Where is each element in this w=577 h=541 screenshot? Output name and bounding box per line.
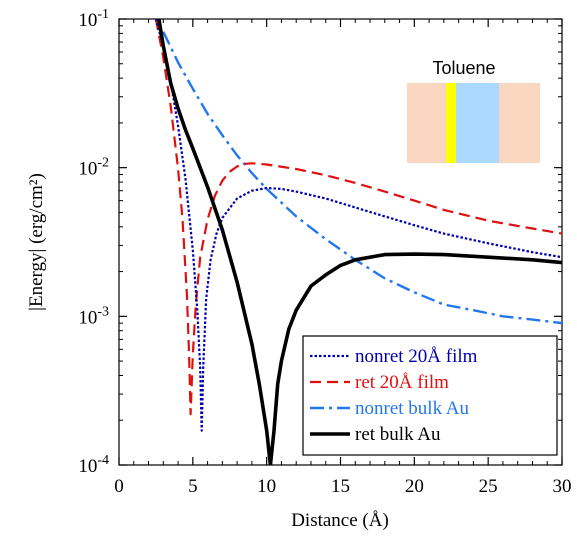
y-tick-exponent: -1 bbox=[97, 7, 109, 22]
y-tick-label: 10-4 bbox=[78, 453, 109, 477]
series-line-0 bbox=[154, 19, 562, 432]
y-tick-label: 10-3 bbox=[78, 304, 109, 328]
y-tick-base: 10 bbox=[78, 307, 97, 328]
series-line-1 bbox=[154, 19, 562, 416]
y-tick-base: 10 bbox=[78, 159, 97, 180]
x-tick-label: 25 bbox=[479, 476, 498, 497]
x-tick-label: 20 bbox=[405, 476, 424, 497]
legend-label: nonret bulk Au bbox=[355, 398, 469, 419]
legend-label: ret 20Å film bbox=[355, 372, 449, 393]
y-tick-label: 10-1 bbox=[78, 7, 109, 31]
y-tick-base: 10 bbox=[78, 456, 97, 477]
x-tick-label: 15 bbox=[331, 476, 350, 497]
y-axis-title: |Energy| (erg/cm²) bbox=[26, 173, 47, 311]
x-axis: 0 5 10 15 20 25 30 bbox=[114, 476, 571, 497]
x-tick-label: 5 bbox=[188, 476, 198, 497]
x-tick-label: 10 bbox=[257, 476, 276, 497]
inset-layer-left-slab bbox=[407, 83, 446, 163]
series-group bbox=[154, 19, 562, 465]
series-line-3 bbox=[157, 19, 562, 465]
x-axis-title: Distance (Å) bbox=[291, 510, 389, 531]
axis-ticks bbox=[118, 18, 563, 466]
y-axis: 10-410-310-210-1 bbox=[78, 7, 109, 477]
series-line-2 bbox=[162, 31, 562, 325]
x-tick-label: 30 bbox=[553, 476, 572, 497]
legend-label: ret bulk Au bbox=[355, 424, 441, 445]
inset-layer-right-slab bbox=[499, 83, 540, 163]
inset-layer-film bbox=[446, 83, 456, 163]
y-tick-exponent: -3 bbox=[97, 304, 109, 319]
inset-title: Toluene bbox=[432, 58, 495, 78]
y-tick-exponent: -2 bbox=[97, 156, 109, 171]
y-tick-base: 10 bbox=[78, 10, 97, 31]
legend: nonret 20Å film ret 20Å film nonret bulk A… bbox=[302, 335, 558, 456]
inset-diagram: Toluene bbox=[407, 58, 540, 163]
y-tick-label: 10-2 bbox=[78, 156, 109, 180]
inset-layer-toluene bbox=[456, 83, 499, 163]
x-tick-label: 0 bbox=[114, 476, 124, 497]
legend-label: nonret 20Å film bbox=[355, 346, 478, 367]
y-tick-exponent: -4 bbox=[97, 453, 109, 468]
